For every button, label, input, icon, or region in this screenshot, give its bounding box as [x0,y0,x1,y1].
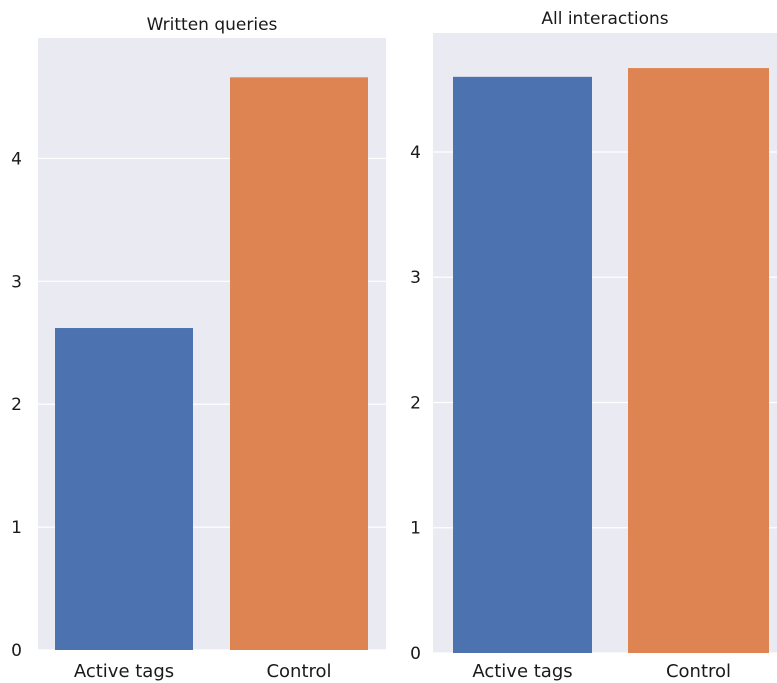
x-tick-label: Active tags [472,661,572,682]
bar-active-tags [55,328,193,650]
x-tick-label: Control [266,661,331,682]
right-chart-title: All interactions [541,9,668,29]
y-tick-label: 2 [11,395,22,415]
y-tick-label: 2 [410,393,421,413]
bar-control [628,68,769,654]
y-tick-label: 3 [11,272,22,292]
right-x-tick-labels: Active tags Control [472,661,731,682]
left-y-tick-labels: 0 1 2 3 4 [11,149,22,661]
y-tick-label: 0 [410,644,421,664]
left-x-tick-labels: Active tags Control [74,661,332,682]
x-tick-label: Active tags [74,661,174,682]
y-tick-label: 4 [11,149,22,169]
y-tick-label: 1 [11,518,22,538]
left-bars [55,77,368,650]
bar-control [230,77,368,650]
x-tick-label: Control [666,661,731,682]
left-chart-title: Written queries [147,15,278,35]
left-subplot: Written queries 0 1 2 3 4 Active tags Control [11,15,386,682]
bar-active-tags [453,76,592,654]
y-tick-label: 3 [410,268,421,288]
right-subplot: All interactions 0 1 2 3 4 Active tags Contro… [410,9,777,682]
y-tick-label: 4 [410,143,421,163]
right-bars [453,68,769,654]
y-tick-label: 0 [11,641,22,661]
right-y-tick-labels: 0 1 2 3 4 [410,143,421,664]
y-tick-label: 1 [410,519,421,539]
